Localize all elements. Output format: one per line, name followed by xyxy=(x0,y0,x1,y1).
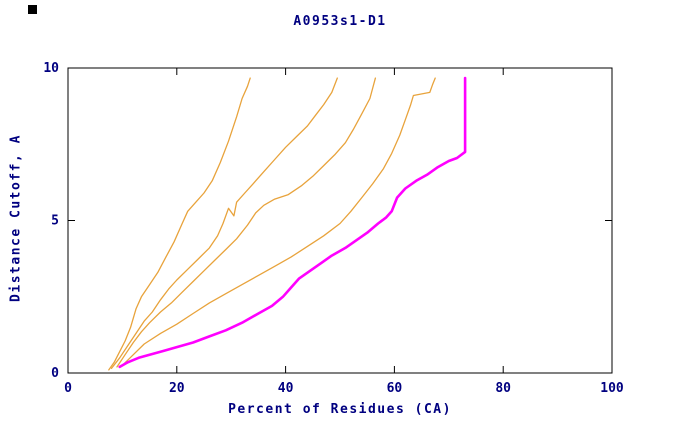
magenta-curve xyxy=(118,76,467,369)
y-tick-label: 10 xyxy=(43,61,59,76)
x-tick-label: 20 xyxy=(169,381,185,396)
y-tick-label: 0 xyxy=(51,366,59,381)
x-tick-label: 40 xyxy=(278,381,294,396)
plot-frame xyxy=(67,67,613,374)
y-axis-label: Distance Cutoff, A xyxy=(8,134,24,302)
orange-curve-1 xyxy=(108,77,251,371)
x-tick-label: 80 xyxy=(495,381,511,396)
x-tick-label: 60 xyxy=(387,381,403,396)
x-axis-label: Percent of Residues (CA) xyxy=(228,402,452,417)
x-tick-label: 0 xyxy=(64,381,72,396)
chart-title: A0953s1-D1 xyxy=(293,14,387,29)
orange-curve-4 xyxy=(121,77,436,367)
orange-curve-3 xyxy=(116,77,377,368)
x-tick-label: 100 xyxy=(600,381,624,396)
black-square-marker xyxy=(28,5,37,14)
orange-curve-2 xyxy=(110,77,338,370)
y-tick-label: 5 xyxy=(51,214,59,229)
